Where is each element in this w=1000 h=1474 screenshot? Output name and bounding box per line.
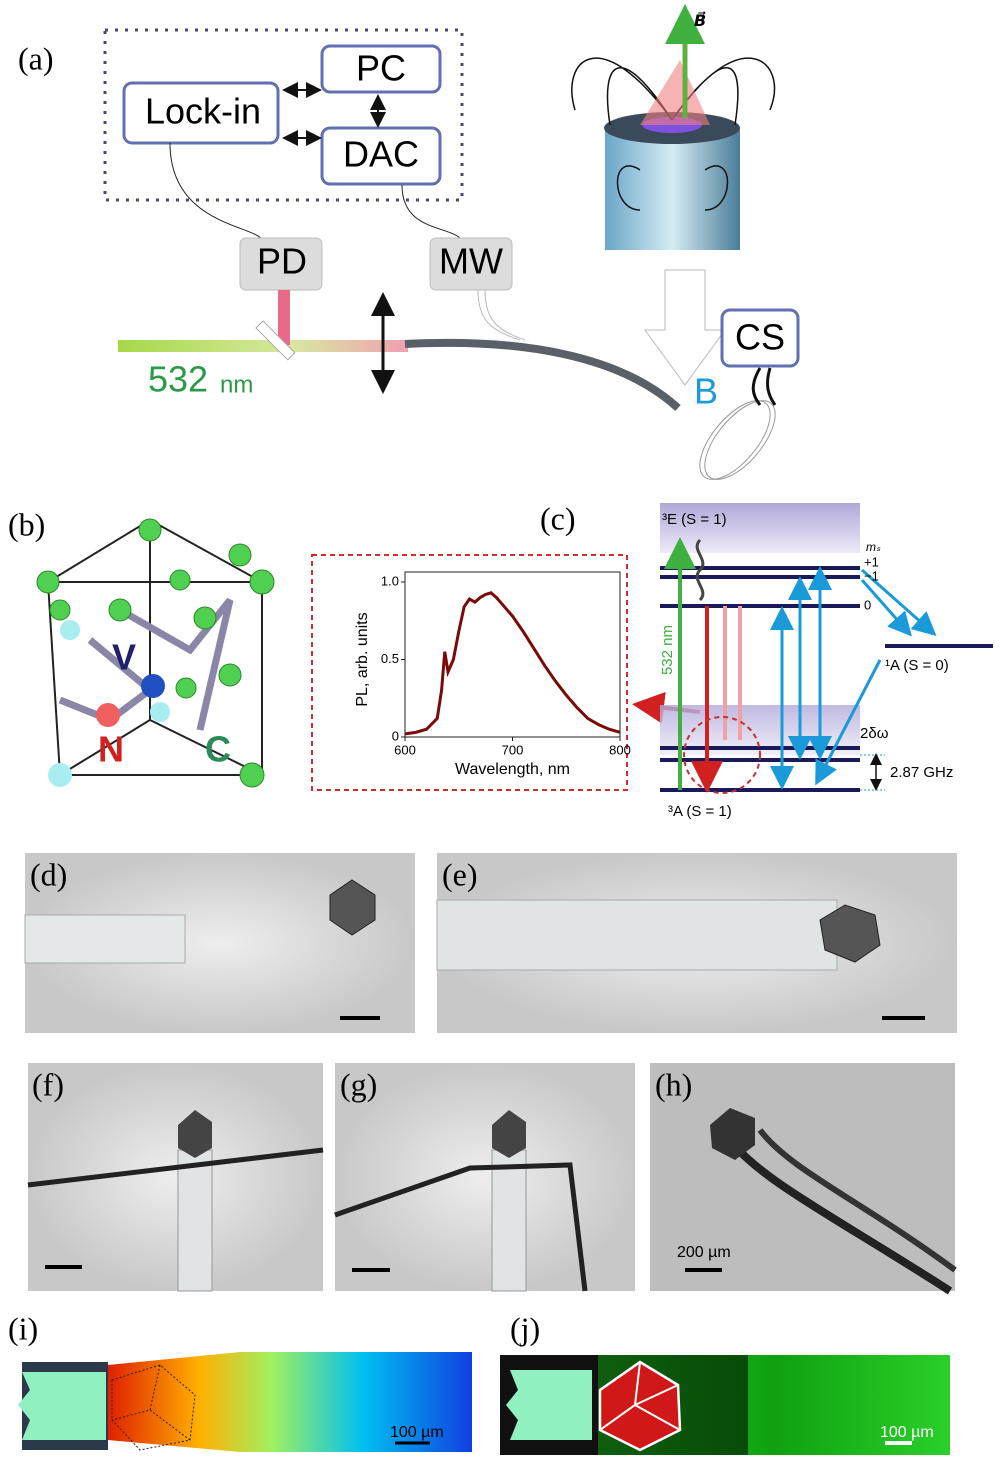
wavelength: 532 bbox=[148, 359, 208, 400]
pc-box bbox=[320, 44, 442, 94]
wavelength-unit: nm bbox=[220, 371, 253, 398]
carbon-label: C bbox=[205, 729, 231, 770]
nitrogen-label: N bbox=[98, 729, 124, 770]
scale-bar-label: 200 µm bbox=[677, 1244, 731, 1261]
pump-label: 532 nm bbox=[659, 625, 676, 675]
panel-label: (h) bbox=[655, 1066, 692, 1102]
laser-beam bbox=[118, 340, 408, 352]
pl-beam bbox=[278, 290, 290, 345]
mw-label: MW bbox=[439, 241, 503, 282]
mw-box bbox=[429, 237, 513, 291]
excited-state: ³E (S = 1) bbox=[662, 511, 727, 528]
splitting-label: 2δω bbox=[860, 725, 889, 742]
panel-label: (d) bbox=[30, 856, 67, 892]
computer-box bbox=[103, 28, 464, 202]
zfs-label: 2.87 GHz bbox=[890, 764, 953, 781]
photo-d bbox=[24, 853, 415, 1033]
spectrum-chart: 0 0.5 1.0 600 700 800 Wavelength, nm PL, arb. u… bbox=[354, 571, 631, 778]
scale-bar-label: 100 µm bbox=[390, 1424, 444, 1441]
ms-minus: −1 bbox=[864, 568, 879, 583]
panel-label: (f) bbox=[32, 1066, 64, 1102]
link-arrows bbox=[282, 82, 386, 146]
spectrum-box bbox=[311, 554, 628, 791]
panel-label: (c) bbox=[540, 500, 576, 536]
photo-f bbox=[27, 1063, 324, 1292]
lockin-label: Lock-in bbox=[145, 91, 261, 132]
x-axis-label: Wavelength, nm bbox=[455, 761, 570, 778]
vacancy-label: V bbox=[112, 637, 136, 678]
photo-h bbox=[650, 1063, 957, 1295]
crystal-lattice bbox=[36, 518, 275, 788]
dac-label: DAC bbox=[343, 134, 419, 175]
cs-box bbox=[720, 308, 800, 368]
photo-e bbox=[436, 853, 957, 1033]
spectrum-line bbox=[404, 591, 621, 736]
ground-state: ³A (S = 1) bbox=[668, 803, 732, 820]
cs-label: CS bbox=[735, 317, 785, 358]
energy-diagram bbox=[660, 503, 993, 794]
pd-label: PD bbox=[257, 241, 307, 282]
dac-box bbox=[320, 126, 442, 186]
panel-label: (g) bbox=[340, 1066, 377, 1102]
x-tick-label: 600 bbox=[394, 742, 416, 757]
mw-cable bbox=[477, 289, 526, 341]
fiber bbox=[404, 338, 681, 411]
coil bbox=[699, 367, 777, 480]
ms-label: mₛ bbox=[866, 540, 881, 554]
x-tick-label: 700 bbox=[502, 742, 524, 757]
y-axis-label: PL, arb. units bbox=[354, 612, 371, 706]
simulation-i bbox=[18, 1352, 472, 1452]
lockin-box bbox=[122, 81, 280, 145]
ms-zero: 0 bbox=[864, 597, 871, 612]
field-vector-label: B⃗ bbox=[694, 10, 706, 30]
pc-label: PC bbox=[356, 48, 406, 89]
panel-label: (b) bbox=[8, 506, 45, 542]
y-tick-label: 0.5 bbox=[381, 651, 399, 666]
panel-label: (i) bbox=[8, 1310, 38, 1346]
ms-plus: +1 bbox=[864, 554, 879, 569]
beam-splitter bbox=[255, 320, 296, 361]
panel-label: (e) bbox=[442, 856, 478, 892]
y-tick-label: 1.0 bbox=[381, 573, 399, 588]
scale-bar-label: 100 µm bbox=[880, 1424, 934, 1441]
cables bbox=[169, 142, 463, 241]
photo-g bbox=[334, 1063, 635, 1292]
y-tick-label: 0 bbox=[392, 728, 399, 743]
panel-label: (a) bbox=[18, 40, 54, 76]
luminescence-j bbox=[500, 1355, 950, 1455]
hollow-arrow bbox=[644, 269, 726, 386]
magnet-illustration bbox=[571, 4, 776, 250]
field-label: B bbox=[694, 371, 718, 412]
panel-label: (j) bbox=[510, 1310, 540, 1346]
x-tick-label: 800 bbox=[609, 742, 631, 757]
singlet-state: ¹A (S = 0) bbox=[885, 657, 949, 674]
